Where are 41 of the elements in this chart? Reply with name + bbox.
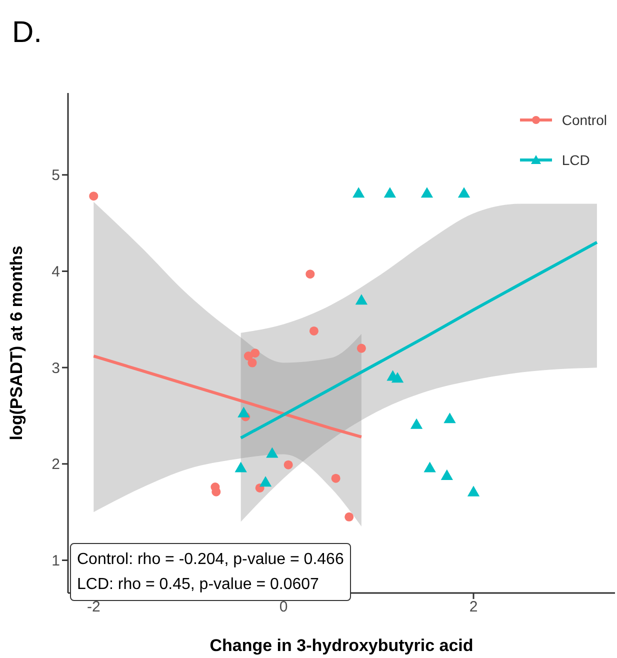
x-tick-label: 2 [469,598,478,616]
y-tick-label: 5 [52,167,60,184]
y-tick-label: 4 [52,264,60,281]
point [410,418,423,429]
point [424,462,436,472]
legend-label: LCD [562,152,590,168]
x-tick-label: 0 [279,598,288,616]
point [250,348,260,358]
y-tick-label: 3 [52,360,60,377]
point [352,187,365,198]
point [458,187,470,198]
x-axis-title: Change in 3-hydroxybutyric acid [210,636,474,655]
chart-title: D. [12,16,42,50]
point [238,406,250,418]
point [331,474,340,483]
y-axis-title: log(PSADT) at 6 months [7,246,26,440]
point [356,344,366,353]
point [284,460,293,470]
point [384,187,396,198]
point [234,462,247,472]
annotation: Control: rho = -0.204, p-value = 0.466 [77,550,344,570]
point [467,486,480,496]
point [259,476,272,487]
point [355,294,368,305]
line-series [239,240,598,440]
y-tick-label: 1 [52,552,60,570]
point [248,358,257,368]
y-tick-label: 2 [52,456,60,474]
x-tick-label: -2 [86,598,100,616]
point [306,270,315,279]
point [440,469,453,480]
point [309,326,318,336]
annotation: LCD: rho = 0.45, p-value = 0.0607 [77,575,320,595]
legend-label: Control [562,112,607,128]
line-series [92,354,363,438]
point [266,447,278,458]
point [391,372,404,383]
point [420,187,434,198]
point [89,192,98,201]
point [344,512,354,522]
point [444,412,456,424]
